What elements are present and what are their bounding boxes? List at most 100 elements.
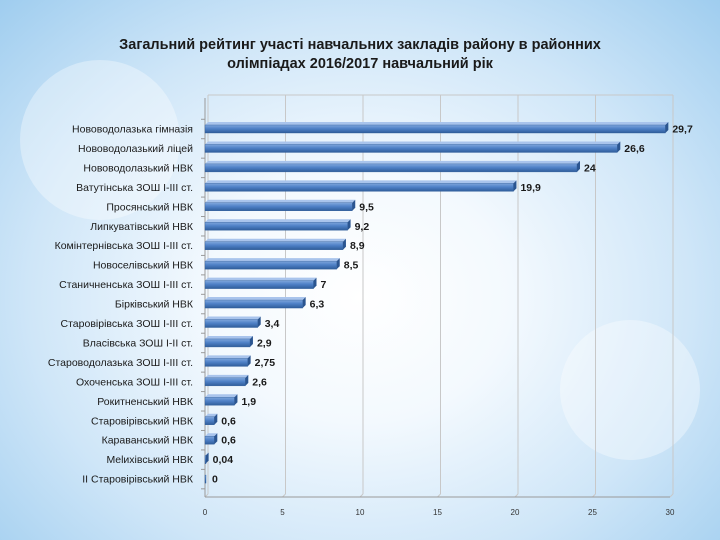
labels: 0 5 10 15 20 25 30 Нововодолазька гімназія 29,7 Н… bbox=[48, 124, 693, 518]
bar-top-face bbox=[205, 335, 253, 339]
chart-title-line-1: Загальний рейтинг участі навчальних закл… bbox=[119, 37, 601, 53]
bar bbox=[204, 455, 207, 464]
bar bbox=[204, 397, 235, 406]
category-label: Старовірівський НВК bbox=[91, 415, 194, 427]
x-tick-label: 30 bbox=[666, 508, 675, 517]
value-label: 0 bbox=[212, 474, 218, 486]
bar-top-face bbox=[205, 316, 261, 320]
category-label: Melихівський НВК bbox=[107, 454, 194, 466]
bar-top-face bbox=[205, 180, 517, 184]
bar-top-face bbox=[205, 394, 238, 398]
bar-top-face bbox=[205, 355, 251, 359]
value-label: 1,9 bbox=[241, 396, 256, 408]
bar-end-face bbox=[214, 433, 218, 445]
bar bbox=[204, 124, 666, 134]
value-label: 29,7 bbox=[672, 124, 693, 136]
value-label: 6,3 bbox=[310, 299, 325, 311]
value-label: 0,6 bbox=[221, 435, 236, 447]
bar-end-face bbox=[513, 180, 517, 192]
category-label: Охоченська ЗОШ І-ІІІ ст. bbox=[76, 376, 193, 388]
value-label: 9,5 bbox=[359, 201, 374, 213]
grid bbox=[204, 94, 674, 498]
bar bbox=[204, 163, 578, 173]
bar bbox=[204, 338, 251, 348]
x-tick-label: 5 bbox=[280, 508, 285, 517]
bar-end-face bbox=[249, 335, 253, 347]
category-label: Новоселівський НВК bbox=[93, 260, 194, 272]
value-label: 8,5 bbox=[344, 260, 359, 272]
bar-top-face bbox=[205, 297, 306, 301]
background-glow bbox=[560, 320, 700, 460]
x-tick-label: 0 bbox=[203, 508, 208, 517]
chart-title: Загальний рейтинг участі навчальних закл… bbox=[110, 36, 610, 74]
value-label: 0,04 bbox=[213, 454, 234, 466]
category-label: Ватутінська ЗОШ І-ІІІ ст. bbox=[76, 182, 193, 194]
gridline-floor bbox=[669, 493, 674, 498]
category-label: Нововодолазький ліцей bbox=[78, 143, 193, 155]
category-label: Нововодолазький НВК bbox=[83, 162, 193, 174]
bar-end-face bbox=[347, 219, 351, 231]
value-label: 26,6 bbox=[624, 143, 645, 155]
bar bbox=[204, 241, 344, 250]
bar bbox=[204, 280, 314, 289]
value-label: 2,6 bbox=[252, 376, 267, 388]
category-label: Староводолазька ЗОШ І-ІІІ ст. bbox=[48, 357, 193, 369]
bars bbox=[204, 122, 669, 484]
bar-end-face bbox=[665, 122, 669, 133]
bar bbox=[204, 436, 215, 445]
bar-top-face bbox=[205, 433, 218, 437]
category-label: ІІ Старовірівський НВК bbox=[82, 474, 194, 486]
value-label: 0,6 bbox=[221, 415, 236, 427]
bar-top-face bbox=[205, 199, 356, 203]
bar-end-face bbox=[617, 141, 621, 153]
bar-top-face bbox=[205, 413, 218, 417]
value-label: 8,9 bbox=[350, 240, 365, 252]
value-label: 2,9 bbox=[257, 337, 272, 349]
bar-top-face bbox=[205, 452, 209, 456]
bar-end-face bbox=[205, 452, 209, 464]
category-label: Станичненська ЗОШ І-ІІІ ст. bbox=[59, 279, 193, 291]
category-label: Старовірівська ЗОШ І-ІІІ ст. bbox=[61, 318, 193, 330]
bar-end-face bbox=[247, 355, 251, 367]
chart-title-line-2: олімпіадах 2016/2017 навчальний рік bbox=[227, 56, 493, 72]
x-tick-label: 25 bbox=[588, 508, 597, 517]
bar bbox=[204, 144, 618, 153]
category-label: Бірківський НВК bbox=[115, 299, 194, 311]
category-label: Просянський НВК bbox=[106, 201, 194, 213]
bar-end-face bbox=[214, 413, 218, 425]
value-label: 24 bbox=[584, 162, 596, 174]
bar-top-face bbox=[205, 258, 340, 262]
bar bbox=[204, 377, 246, 387]
bar bbox=[204, 222, 348, 231]
x-tick-label: 20 bbox=[511, 508, 520, 517]
value-label: 2,75 bbox=[255, 357, 276, 369]
category-label: Комінтернівська ЗОШ І-ІІІ ст. bbox=[55, 240, 193, 252]
bar-end-face bbox=[245, 374, 249, 386]
bar-top-face bbox=[205, 122, 669, 125]
x-tick-label: 15 bbox=[433, 508, 442, 517]
bar bbox=[204, 319, 258, 328]
value-label: 3,4 bbox=[265, 318, 280, 330]
bar bbox=[204, 474, 207, 484]
bar-end-face bbox=[313, 277, 317, 289]
x-tick-label: 10 bbox=[356, 508, 365, 517]
category-label: Рокитненський НВК bbox=[97, 396, 194, 408]
background-glow bbox=[20, 60, 180, 220]
bar bbox=[204, 299, 303, 309]
category-label: Власівська ЗОШ І-ІІ ст. bbox=[83, 337, 193, 349]
category-label: Нововодолазька гімназія bbox=[72, 124, 193, 136]
bar-top-face bbox=[205, 141, 621, 145]
bar-end-face bbox=[234, 394, 238, 406]
bar bbox=[204, 416, 215, 425]
bar-end-face bbox=[257, 316, 261, 328]
category-label: Липкуватівський НВК bbox=[90, 221, 194, 233]
value-label: 9,2 bbox=[355, 221, 370, 233]
bar-end-face bbox=[302, 297, 306, 309]
bar bbox=[204, 260, 337, 270]
bar-end-face bbox=[342, 238, 346, 250]
value-label: 19,9 bbox=[520, 182, 541, 194]
value-label: 7 bbox=[321, 279, 327, 291]
bar bbox=[204, 183, 514, 192]
bar-end-face bbox=[577, 160, 580, 172]
